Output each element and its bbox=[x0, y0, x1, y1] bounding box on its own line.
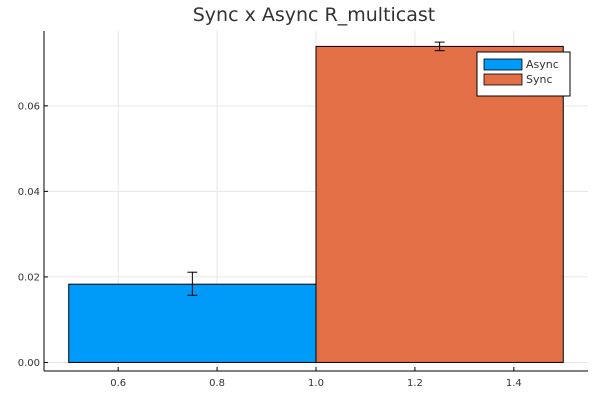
legend-label-async: Async bbox=[526, 58, 559, 71]
x-tick-label-2: 1.0 bbox=[308, 378, 324, 389]
x-tick-label-0: 0.6 bbox=[110, 378, 126, 389]
x-tick-label-4: 1.4 bbox=[506, 378, 522, 389]
y-tick-label-3: 0.06 bbox=[18, 101, 40, 112]
x-axis-ticks: 0.6 0.8 1.0 1.2 1.4 bbox=[110, 367, 522, 389]
legend-swatch-async bbox=[483, 58, 523, 71]
legend: Async Sync bbox=[476, 51, 571, 97]
y-tick-label-0: 0.00 bbox=[18, 358, 40, 369]
bar-async bbox=[68, 283, 317, 363]
x-tick-label-1: 0.8 bbox=[209, 378, 225, 389]
y-tick-label-1: 0.02 bbox=[18, 272, 40, 283]
y-axis-ticks: 0.00 0.02 0.04 0.06 bbox=[18, 101, 48, 369]
legend-label-sync: Sync bbox=[526, 73, 553, 86]
bar-sync bbox=[315, 45, 564, 363]
chart-title: Sync x Async R_multicast bbox=[193, 4, 435, 26]
x-tick-label-3: 1.2 bbox=[407, 378, 423, 389]
y-tick-label-2: 0.04 bbox=[18, 187, 40, 198]
error-bars bbox=[187, 41, 445, 296]
legend-swatch-sync bbox=[483, 73, 523, 86]
bars bbox=[68, 45, 564, 363]
